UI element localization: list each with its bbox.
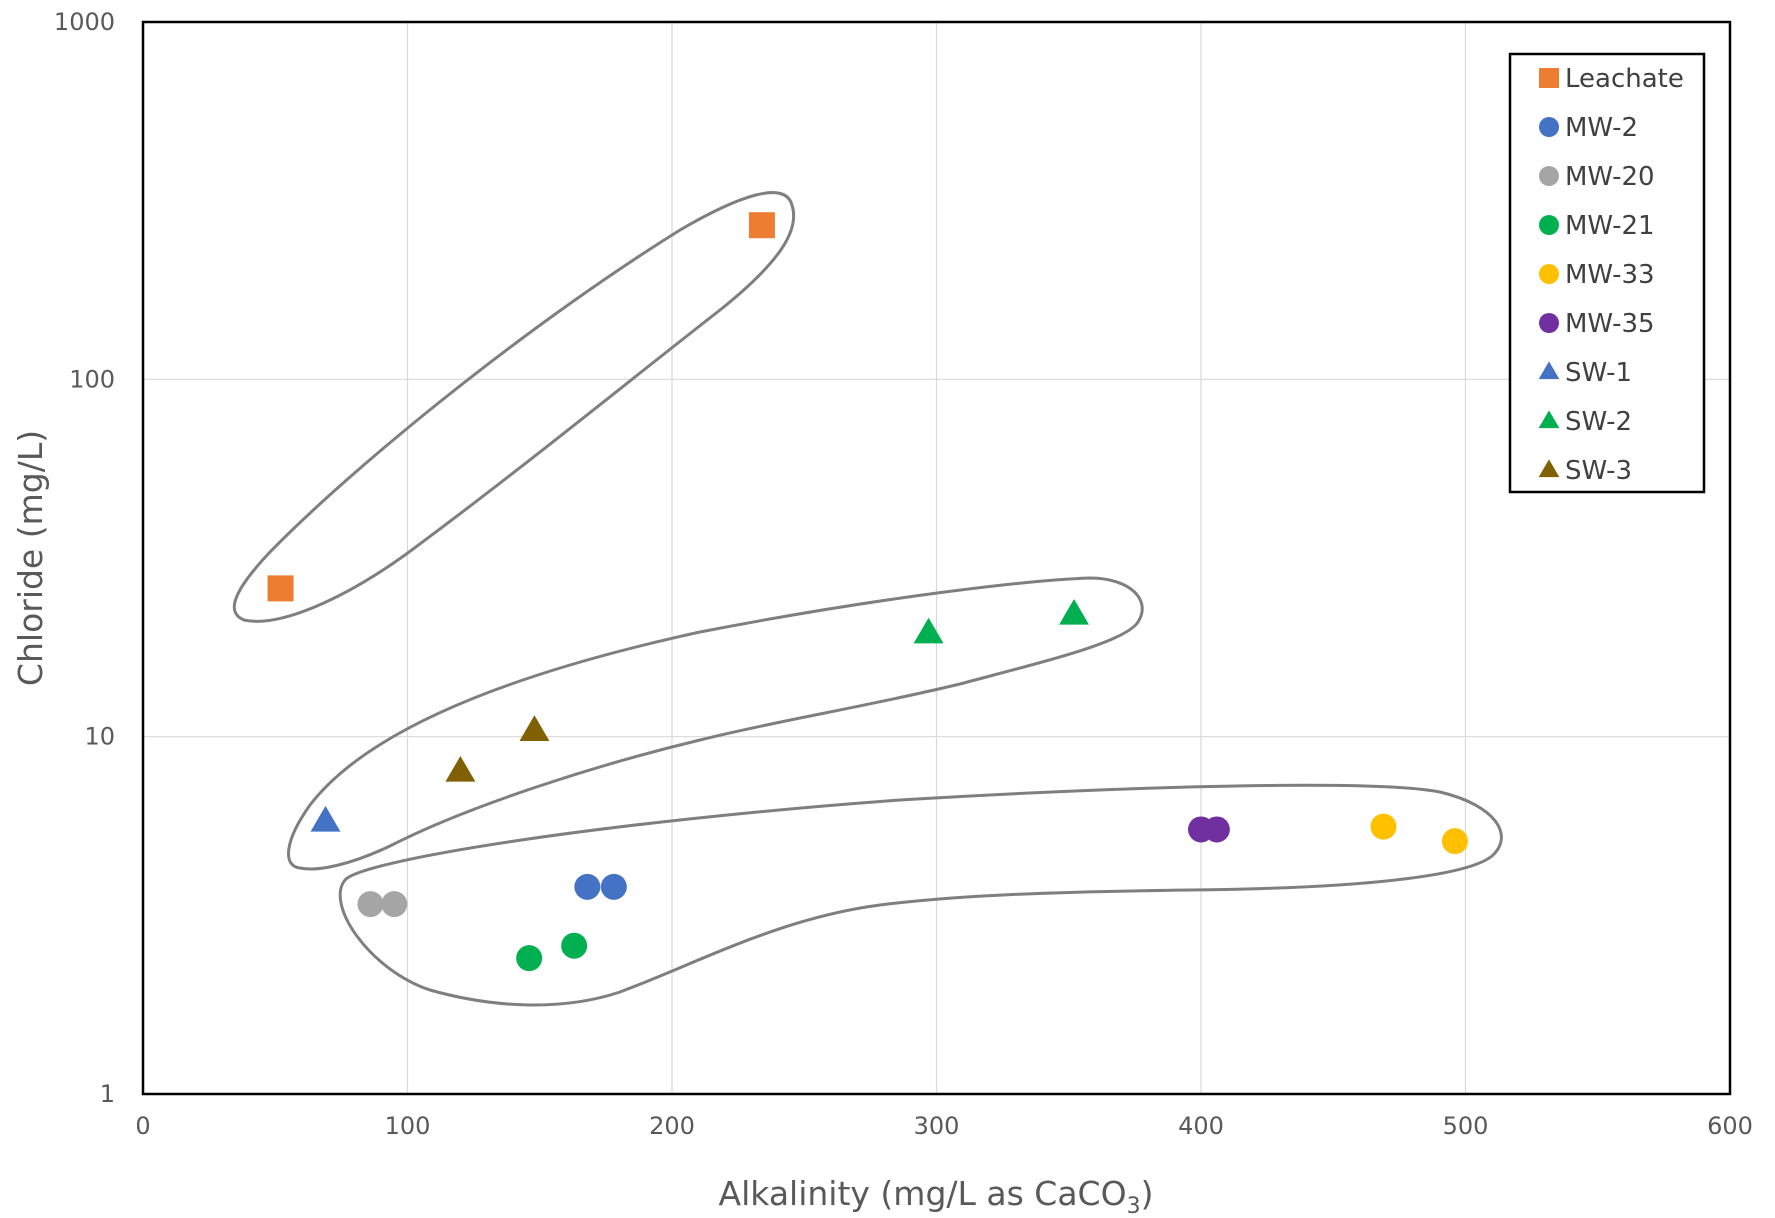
legend-marker-mw-35 [1539, 313, 1559, 333]
mw-33-point [1441, 828, 1468, 855]
leachate-point [267, 575, 294, 602]
legend-marker-leachate [1539, 68, 1559, 88]
legend-label-mw-33: MW-33 [1565, 260, 1655, 290]
sw-3-point [445, 755, 476, 782]
mw-21-point [561, 932, 588, 959]
x-tick-label: 600 [1707, 1112, 1753, 1140]
legend-marker-sw-3 [1538, 459, 1560, 478]
legend-marker-mw-20 [1539, 166, 1559, 186]
y-axis-tick-labels: 1 10 100 1000 [54, 8, 115, 1108]
mw-20-point [357, 891, 384, 918]
x-tick-label: 0 [135, 1112, 150, 1140]
legend-marker-mw-2 [1539, 117, 1559, 137]
mw-2-point [574, 873, 601, 900]
legend-label-sw-3: SW-3 [1565, 456, 1632, 486]
y-tick-label: 10 [84, 723, 115, 751]
data-points [267, 212, 1468, 972]
legend-label-mw-21: MW-21 [1565, 211, 1655, 241]
legend-marker-mw-21 [1539, 215, 1559, 235]
y-tick-label: 100 [69, 365, 115, 393]
sw-2-point [1059, 598, 1089, 625]
plot-frame [141, 20, 1732, 1096]
mw-21-point [516, 945, 543, 972]
x-tick-label: 400 [1178, 1112, 1224, 1140]
enclosures [232, 191, 1503, 1007]
sw-1-point [310, 805, 341, 832]
leachate-point [748, 212, 775, 239]
y-axis-title: Chloride (mg/L) [11, 430, 50, 686]
legend: Leachate MW-2 MW-20 MW-21 MW-33 MW-35 SW-1 SW-2… [1508, 52, 1706, 494]
legend-label-mw-2: MW-2 [1565, 113, 1638, 143]
sw-2-point [913, 617, 944, 644]
x-tick-label: 500 [1443, 1112, 1489, 1140]
surface-water-enclosure [287, 576, 1144, 871]
x-axis-tick-labels: 0 100 200 300 400 500 600 [135, 1112, 1753, 1140]
x-axis-title: Alkalinity (mg/L as CaCO3) [719, 1174, 1154, 1218]
legend-items: Leachate MW-2 MW-20 MW-21 MW-33 MW-35 SW-1 SW-2… [1538, 64, 1684, 486]
legend-marker-mw-33 [1539, 264, 1559, 284]
legend-marker-sw-1 [1538, 361, 1560, 380]
legend-label-mw-20: MW-20 [1565, 162, 1655, 192]
monitoring-well-enclosure [338, 783, 1503, 1007]
x-tick-label: 200 [649, 1112, 695, 1140]
legend-label-leachate: Leachate [1565, 64, 1684, 94]
leachate-enclosure [232, 191, 796, 623]
mw-33-point [1370, 813, 1397, 840]
legend-label-mw-35: MW-35 [1565, 309, 1655, 339]
x-tick-label: 300 [914, 1112, 960, 1140]
legend-marker-sw-2 [1538, 410, 1560, 429]
mw-35-point [1203, 816, 1230, 843]
y-tick-label: 1 [100, 1080, 115, 1108]
legend-label-sw-1: SW-1 [1565, 358, 1632, 388]
sw-3-point [519, 715, 550, 741]
mw-2-point [600, 873, 627, 900]
y-tick-label: 1000 [54, 8, 115, 36]
x-tick-label: 100 [385, 1112, 431, 1140]
grid-lines [143, 22, 1730, 1094]
legend-label-sw-2: SW-2 [1565, 407, 1632, 437]
mw-20-point [381, 891, 408, 918]
